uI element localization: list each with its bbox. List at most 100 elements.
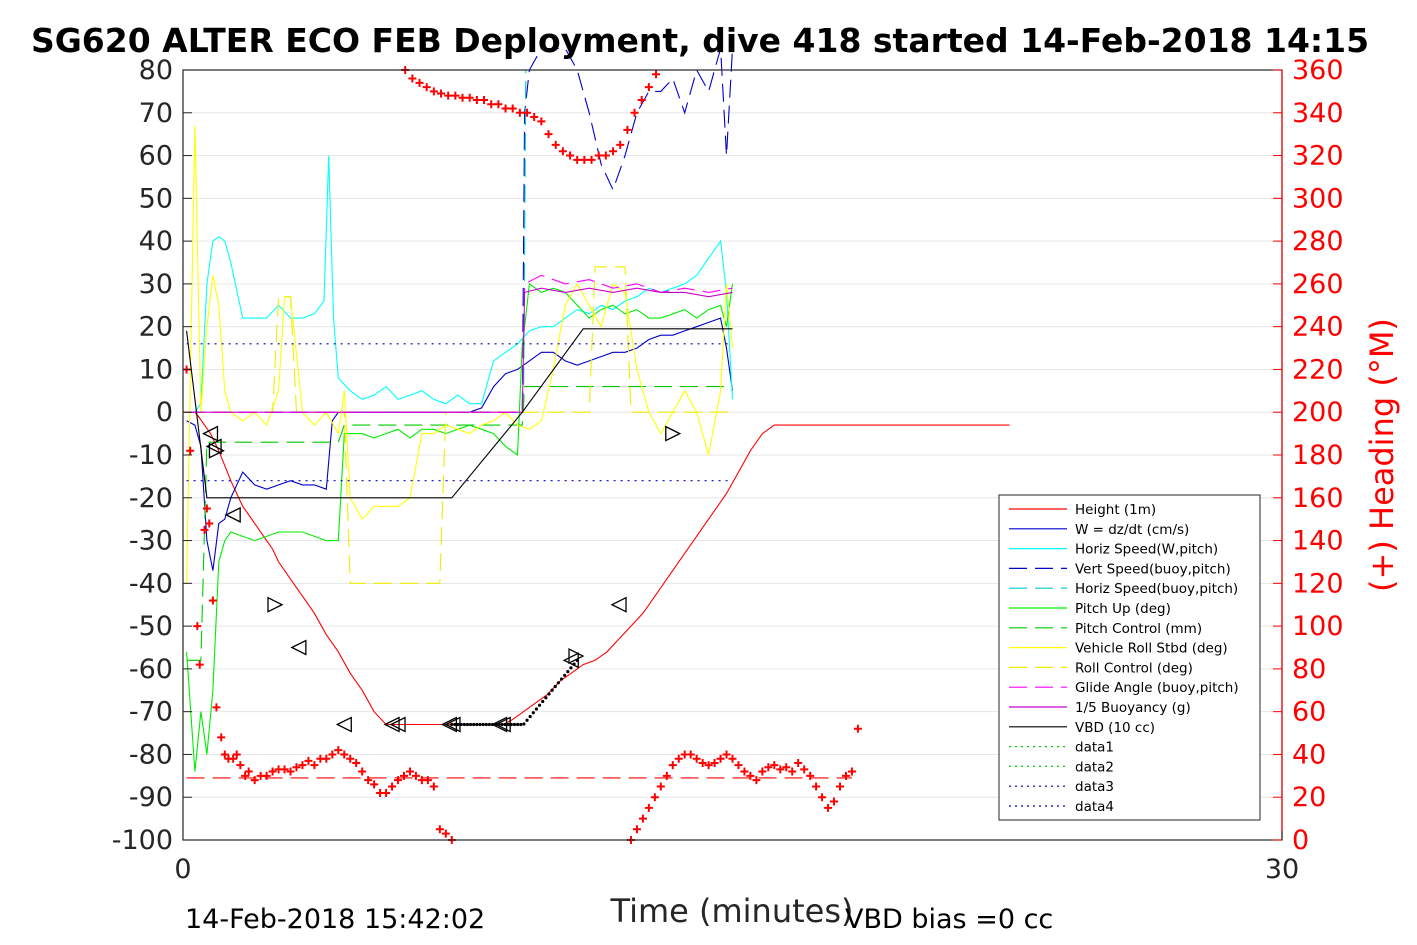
y2-tick-label: 200 (1292, 397, 1344, 428)
heading-point (746, 771, 755, 780)
heading-point (644, 83, 653, 92)
heading-point (408, 74, 417, 83)
legend-entry-5: Pitch Up (deg) (1075, 601, 1171, 617)
glider-marker (383, 716, 400, 733)
y2-axis-label: (+) Heading (°M) (1363, 318, 1401, 592)
y2-tick-label: 220 (1292, 354, 1344, 385)
heading-point (298, 761, 307, 770)
vbd-sample-dot (462, 722, 466, 727)
vbd-sample-dot (519, 722, 523, 727)
y2-tick-label: 80 (1292, 654, 1326, 685)
y2-tick-label: 240 (1292, 312, 1344, 343)
y-tick-label: -50 (129, 611, 173, 642)
x-tick-label: 0 (174, 854, 191, 885)
legend-entry-1: W = dz/dt (cm/s) (1075, 522, 1189, 538)
heading-point (340, 750, 349, 759)
heading-point (638, 814, 647, 823)
heading-point (818, 793, 827, 802)
heading-point (668, 761, 677, 770)
heading-point (722, 750, 731, 759)
glider-marker (440, 716, 458, 733)
y2-tick-label: 320 (1292, 141, 1344, 172)
heading-point (286, 767, 295, 776)
heading-point (830, 797, 839, 806)
heading-point (609, 147, 618, 156)
heading-point (770, 761, 779, 770)
vbd-sample-dot (566, 669, 570, 674)
heading-point (710, 759, 719, 767)
series-line-5 (186, 282, 734, 772)
heading-point (451, 91, 460, 100)
heading-point (794, 759, 803, 767)
vbd-sample-dot (537, 703, 542, 707)
y2-tick-label: 260 (1292, 269, 1344, 300)
glider-marker (568, 648, 585, 665)
y2-tick-label: 160 (1292, 483, 1344, 514)
heading-point (202, 504, 211, 513)
glider-marker (389, 716, 406, 733)
legend-entry-13: data2 (1075, 759, 1114, 775)
heading-point (698, 759, 707, 767)
heading-point (217, 733, 226, 742)
heading-point (652, 70, 661, 79)
heading-point (405, 767, 414, 776)
y2-tick-label: 40 (1292, 739, 1326, 770)
legend-entry-10: 1/5 Buoyancy (g) (1075, 700, 1191, 716)
series-line-11 (186, 328, 733, 499)
heading-point (268, 767, 277, 776)
y-tick-label: -80 (129, 739, 173, 770)
heading-point (422, 83, 431, 92)
glider-marker (665, 425, 682, 442)
heading-point (501, 104, 510, 113)
y-tick-label: 60 (139, 141, 173, 172)
heading-point (411, 771, 420, 780)
y-tick-label: 20 (139, 312, 173, 343)
heading-point (346, 754, 355, 763)
y2-tick-label: 360 (1292, 55, 1344, 86)
vbd-sample-dot (468, 722, 473, 727)
heading-point (782, 763, 791, 772)
glider-marker (610, 596, 627, 613)
heading-point (262, 771, 271, 780)
vbd-sample-dot (512, 722, 517, 727)
heading-point (208, 596, 217, 605)
heading-point (551, 140, 560, 149)
vbd-sample-dot (484, 722, 488, 727)
heading-point (508, 104, 517, 113)
heading-point (788, 767, 797, 776)
glider-marker (208, 442, 225, 459)
heading-point (674, 754, 683, 763)
y2-tick-label: 120 (1292, 568, 1344, 599)
footer-vbd-bias: VBD bias =0 cc (845, 904, 1053, 935)
glider-markers (202, 425, 682, 733)
heading-point (752, 776, 761, 785)
series-line-0 (183, 411, 1010, 726)
vbd-sample-dot (550, 688, 554, 692)
heading-point (195, 660, 204, 669)
heading-point (205, 519, 214, 528)
y-tick-label: -10 (129, 440, 173, 471)
heading-point (740, 767, 749, 776)
y2-tick-label: 100 (1292, 611, 1344, 642)
heading-point (437, 89, 446, 98)
heading-point (523, 108, 532, 117)
heading-point (632, 825, 641, 834)
heading-point (480, 95, 489, 104)
heading-point (800, 765, 809, 774)
heading-point (623, 125, 632, 134)
glider-marker (290, 639, 307, 656)
series-line-3 (186, 48, 734, 413)
heading-point (236, 761, 245, 770)
legend-entry-7: Vehicle Roll Stbd (deg) (1075, 641, 1228, 657)
vbd-sample-dot (544, 696, 548, 700)
heading-point (429, 87, 438, 96)
heading-point (310, 761, 319, 770)
heading-point (370, 780, 379, 789)
legend-entry-12: data1 (1075, 740, 1114, 756)
heading-point (494, 100, 503, 109)
legend-entry-8: Roll Control (deg) (1075, 660, 1193, 676)
heading-point (515, 108, 524, 117)
legend: Height (1m) W = dz/dt (cm/s) Horiz Speed(W… (998, 494, 1261, 821)
axis-ticks: 80706050403020100-10-20-30-40-50-60-70-8… (112, 55, 1344, 885)
